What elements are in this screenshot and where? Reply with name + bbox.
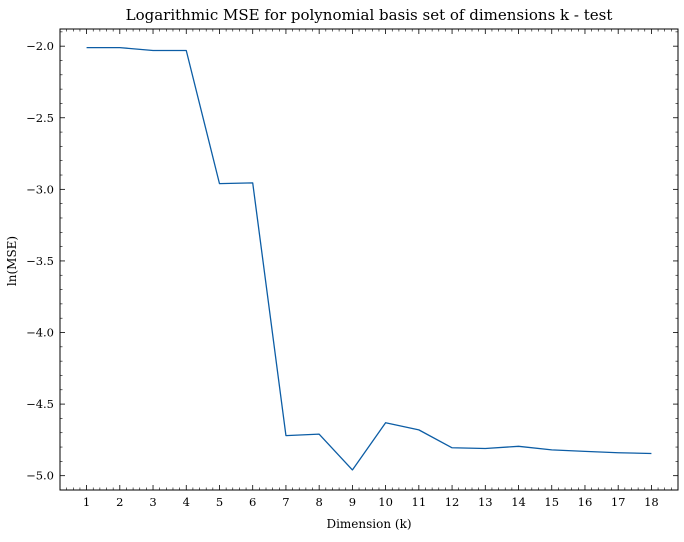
x-tick-label: 13 <box>478 495 493 509</box>
x-tick-label: 9 <box>349 495 356 509</box>
x-axis-label: Dimension (k) <box>326 517 411 531</box>
y-tick-label: −2.5 <box>26 111 54 125</box>
x-tick-label: 4 <box>183 495 190 509</box>
chart-title: Logarithmic MSE for polynomial basis set… <box>126 6 613 24</box>
x-tick-label: 17 <box>611 495 626 509</box>
x-tick-label: 10 <box>378 495 393 509</box>
y-tick-label: −4.5 <box>26 397 54 411</box>
y-tick-label: −4.0 <box>26 326 54 340</box>
x-tick-label: 15 <box>544 495 559 509</box>
x-tick-label: 2 <box>116 495 123 509</box>
y-tick-label: −5.0 <box>26 469 54 483</box>
x-tick-label: 3 <box>149 495 156 509</box>
x-tick-label: 8 <box>315 495 322 509</box>
x-tick-label: 16 <box>578 495 593 509</box>
x-tick-label: 12 <box>445 495 460 509</box>
x-tick-label: 6 <box>249 495 256 509</box>
y-tick-label: −3.0 <box>26 182 54 196</box>
y-tick-label: −3.5 <box>26 254 54 268</box>
x-tick-label: 7 <box>282 495 289 509</box>
x-tick-label: 14 <box>511 495 526 509</box>
y-axis-label: ln(MSE) <box>5 236 19 286</box>
plot-frame <box>60 29 678 490</box>
series <box>86 48 651 471</box>
axes <box>60 29 678 490</box>
x-tick-label: 5 <box>216 495 223 509</box>
x-tick-label: 18 <box>644 495 659 509</box>
series-line <box>87 48 652 470</box>
y-tick-label: −2.0 <box>26 39 54 53</box>
x-tick-label: 11 <box>412 495 427 509</box>
x-tick-label: 1 <box>83 495 90 509</box>
